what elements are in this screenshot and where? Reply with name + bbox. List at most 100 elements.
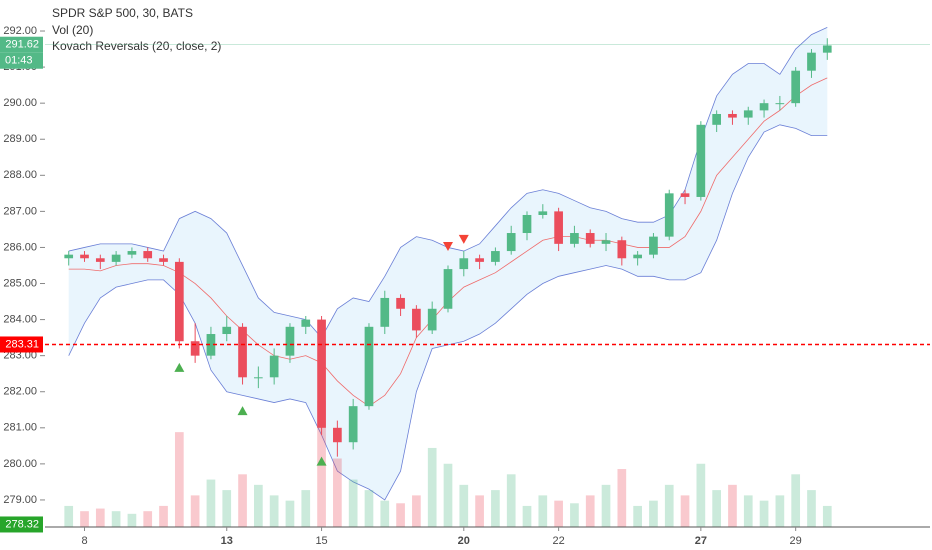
volume-bar: [64, 505, 74, 527]
volume-bar: [791, 474, 801, 527]
volume-bar: [111, 511, 121, 527]
candle-body: [506, 233, 516, 252]
volume-bar: [506, 474, 516, 527]
volume-bar: [206, 479, 216, 527]
candle-body: [412, 308, 421, 331]
candle-body: [364, 326, 374, 407]
candle-body: [570, 233, 579, 244]
candle-body: [585, 233, 595, 244]
volume-bar: [159, 505, 168, 527]
y-tick-label: 289.00: [3, 133, 37, 145]
price-badge-label: 283.31: [5, 338, 39, 350]
buy-signal: [237, 406, 248, 416]
volume-bar: [380, 500, 390, 527]
x-tick-label: 27: [695, 535, 707, 547]
volume-bar: [285, 500, 295, 527]
x-tick-label: 22: [552, 535, 564, 547]
volume-bar: [190, 495, 200, 527]
buy-signal: [316, 456, 327, 466]
volume-bar: [491, 490, 500, 527]
candle-body: [712, 113, 721, 125]
volume-bar: [822, 505, 832, 527]
volume-bar: [664, 484, 674, 527]
volume-bar: [617, 469, 627, 527]
volume-bar: [570, 503, 579, 527]
price-badge-label: 291.62: [5, 39, 39, 51]
candle-body: [222, 326, 232, 335]
candle-body: [254, 377, 263, 379]
candle-body: [285, 326, 295, 356]
volume-bar: [443, 463, 453, 527]
candle-body: [649, 236, 658, 255]
y-tick-label: 280.00: [3, 458, 37, 470]
candle-body: [64, 254, 74, 259]
candle-body: [459, 258, 469, 270]
volume-bar: [538, 495, 548, 527]
countdown-badge: [0, 52, 43, 69]
y-tick-label: 290.00: [3, 97, 37, 109]
y-tick-label: 288.00: [3, 169, 37, 181]
volume-bar: [364, 490, 374, 527]
candle-body: [396, 297, 405, 309]
sell-signal: [442, 242, 453, 252]
volume-bar: [775, 495, 785, 527]
y-tick-label: 286.00: [3, 241, 37, 253]
candle-body: [301, 319, 311, 327]
volume-bar: [633, 505, 642, 527]
candle-body: [427, 308, 437, 331]
x-tick-label: 13: [221, 535, 233, 547]
volume-bar: [269, 495, 279, 527]
volume-bar: [222, 490, 232, 527]
price-badge: [0, 336, 43, 353]
y-tick-label: 292.00: [3, 25, 37, 37]
candle-body: [174, 261, 184, 342]
candle-body: [269, 355, 279, 378]
volume-bar: [238, 474, 247, 527]
candle-body: [443, 269, 453, 309]
candle-body: [491, 251, 500, 262]
volume-bar: [728, 484, 737, 527]
candle-body: [554, 211, 563, 244]
volume-bar: [301, 490, 311, 527]
legend-entry: Kovach Reversals (20, close, 2): [52, 39, 221, 53]
volume-bar: [412, 495, 421, 527]
candle-body: [522, 214, 532, 234]
candle-body: [159, 258, 168, 262]
volume-bar: [585, 495, 595, 527]
candle-body: [822, 45, 832, 53]
candle-body: [95, 258, 105, 262]
volume-bar: [522, 505, 532, 527]
candle-body: [807, 52, 816, 71]
volume-bar: [95, 508, 105, 527]
candle-body: [743, 110, 753, 118]
candle-body: [111, 254, 121, 262]
candle-body: [380, 297, 390, 327]
candle-body: [475, 258, 484, 262]
candle-body: [696, 124, 706, 197]
candle-body: [680, 193, 690, 197]
candle-body: [775, 103, 785, 105]
volume-bar: [80, 511, 89, 527]
volume-bar: [254, 484, 263, 527]
price-badge: [0, 36, 43, 53]
y-tick-label: 284.00: [3, 313, 37, 325]
candle-body: [206, 334, 216, 356]
candle-body: [333, 427, 342, 443]
candle-body: [190, 341, 200, 356]
volume-bar: [333, 458, 342, 527]
legend-entry: Vol (20): [52, 23, 93, 37]
candle-body: [238, 326, 247, 378]
x-tick-label: 20: [458, 535, 470, 547]
volume-bar: [127, 513, 137, 527]
candle-body: [791, 70, 801, 104]
x-tick-label: 29: [790, 535, 802, 547]
candle-body: [348, 406, 358, 443]
volume-bar: [459, 484, 469, 527]
volume-bar: [807, 490, 816, 527]
candle-body: [143, 251, 153, 259]
x-tick-label: 8: [81, 535, 87, 547]
price-badge: [0, 516, 43, 533]
volume-bar: [680, 495, 690, 527]
candle-body: [664, 193, 674, 237]
